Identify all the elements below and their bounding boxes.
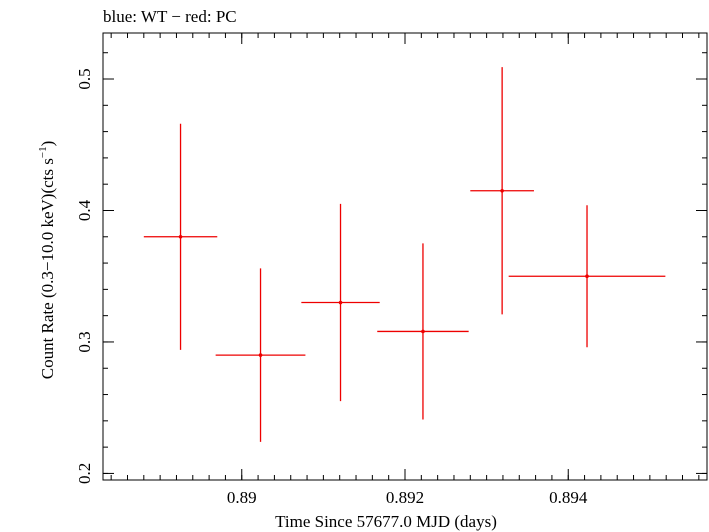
- y-axis-label-close: ): [38, 141, 57, 147]
- point-marker: [338, 300, 343, 305]
- x-tick-label: 0.894: [549, 488, 588, 507]
- y-axis-tick-labels: 0.2 0.3 0.4 0.5: [75, 68, 94, 484]
- point-marker: [500, 188, 504, 193]
- data-points: [143, 67, 666, 442]
- x-axis-label: Time Since 57677.0 MJD (days): [275, 512, 497, 531]
- y-tick-label: 0.4: [75, 199, 94, 221]
- data-point: [470, 67, 534, 315]
- y-tick-label: 0.2: [75, 463, 94, 484]
- x-axis-ticks: [110, 33, 700, 480]
- data-point: [377, 243, 469, 420]
- point-marker: [421, 329, 425, 334]
- x-tick-label: 0.89: [227, 488, 257, 507]
- point-marker: [178, 234, 183, 239]
- y-tick-label: 0.5: [75, 68, 94, 89]
- data-point: [215, 268, 306, 442]
- y-axis-label: Count Rate (0.3−10.0 keV)(cts s−1): [37, 141, 57, 380]
- y-axis-label-superscript: −1: [37, 146, 49, 158]
- data-point: [143, 123, 218, 350]
- plot-frame: [102, 32, 708, 481]
- x-tick-label: 0.892: [386, 488, 424, 507]
- chart-title: blue: WT − red: PC: [103, 7, 237, 26]
- point-marker: [585, 274, 589, 279]
- y-axis-label-main: Count Rate (0.3−10.0 keV)(cts s: [38, 158, 57, 379]
- y-tick-label: 0.3: [75, 331, 94, 352]
- data-point: [508, 205, 666, 348]
- x-axis-tick-labels: 0.89 0.892 0.894: [227, 488, 588, 507]
- point-marker: [258, 353, 263, 357]
- data-point: [301, 203, 380, 402]
- y-axis-ticks: [103, 52, 707, 474]
